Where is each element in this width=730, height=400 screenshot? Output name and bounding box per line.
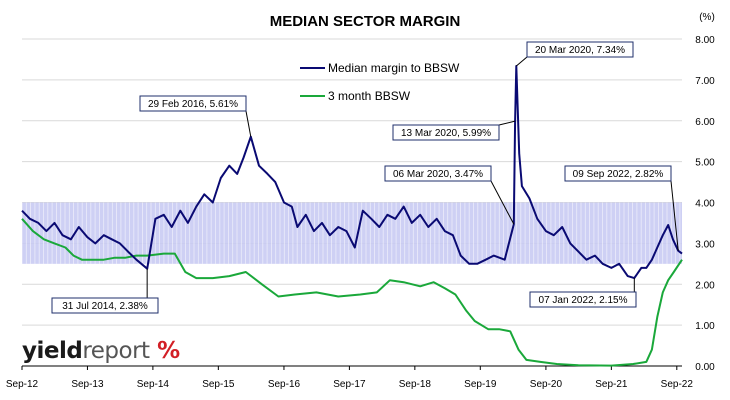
annotations: 31 Jul 2014, 2.38% 29 Feb 2016, 5.61% 06 M… bbox=[51, 41, 679, 314]
annotation-leader bbox=[516, 56, 528, 67]
annotation-box bbox=[384, 165, 492, 182]
series-line-3m-bbsw bbox=[21, 218, 683, 367]
y-tick-label: 2.00 bbox=[695, 280, 715, 291]
y-tick-label: 0.00 bbox=[695, 362, 715, 373]
x-tick-label: Sep-15 bbox=[202, 379, 235, 390]
x-tick-label: Sep-19 bbox=[464, 379, 497, 390]
legend-label: 3 month BBSW bbox=[328, 89, 411, 103]
x-tick-label: Sep-18 bbox=[399, 379, 432, 390]
x-tick-label: Sep-13 bbox=[71, 379, 104, 390]
annotation-box bbox=[139, 95, 247, 112]
annotation-label: 20 Mar 2020, 7.34% bbox=[535, 45, 625, 56]
series-line-median-margin bbox=[21, 65, 683, 280]
x-tick-label: Sep-16 bbox=[268, 379, 301, 390]
y-tick-label: 3.00 bbox=[695, 239, 715, 250]
annotation-leader bbox=[245, 110, 252, 137]
annotation-label: 13 Mar 2020, 5.99% bbox=[401, 128, 491, 139]
x-tick-label: Sep-21 bbox=[595, 379, 628, 390]
annotation-box bbox=[51, 297, 159, 314]
annotation-label: 09 Sep 2022, 2.82% bbox=[573, 169, 664, 180]
annotation-box bbox=[526, 41, 634, 58]
annotation-box bbox=[392, 124, 500, 141]
x-tick-label: Sep-22 bbox=[661, 379, 694, 390]
chart-title: MEDIAN SECTOR MARGIN bbox=[270, 13, 461, 30]
legend: Median margin to BBSW 3 month BBSW bbox=[300, 61, 460, 103]
range-band bbox=[21, 202, 682, 264]
y-tick-label: 5.00 bbox=[695, 158, 715, 169]
annotation-leader bbox=[498, 120, 516, 126]
legend-label: Median margin to BBSW bbox=[328, 61, 460, 75]
annotation-label: 29 Feb 2016, 5.61% bbox=[148, 99, 238, 110]
annotation-box bbox=[529, 291, 637, 308]
x-tick-label: Sep-14 bbox=[137, 379, 170, 390]
y-axis-unit-label: (%) bbox=[699, 12, 715, 23]
y-tick-label: 8.00 bbox=[695, 35, 715, 46]
annotation-box bbox=[564, 165, 672, 182]
annotation-leader bbox=[670, 180, 679, 251]
x-tick-label: Sep-20 bbox=[530, 379, 563, 390]
series-lines bbox=[21, 65, 683, 367]
y-tick-label: 1.00 bbox=[695, 321, 715, 332]
annotation-label: 06 Mar 2020, 3.47% bbox=[393, 169, 483, 180]
x-tick-label: Sep-17 bbox=[333, 379, 366, 390]
axes: 0.00 1.00 2.00 3.00 4.00 5.00 6.00 7.00 8.00 Sep-… bbox=[6, 35, 715, 390]
annotation-label: 31 Jul 2014, 2.38% bbox=[62, 301, 148, 312]
y-tick-label: 4.00 bbox=[695, 199, 715, 210]
annotation-leader bbox=[490, 180, 515, 225]
y-tick-label: 7.00 bbox=[695, 76, 715, 87]
y-tick-label: 6.00 bbox=[695, 117, 715, 128]
x-tick-label: Sep-12 bbox=[6, 379, 39, 390]
yieldreport-logo: yieldreport % bbox=[22, 338, 180, 364]
annotation-label: 07 Jan 2022, 2.15% bbox=[539, 295, 628, 306]
